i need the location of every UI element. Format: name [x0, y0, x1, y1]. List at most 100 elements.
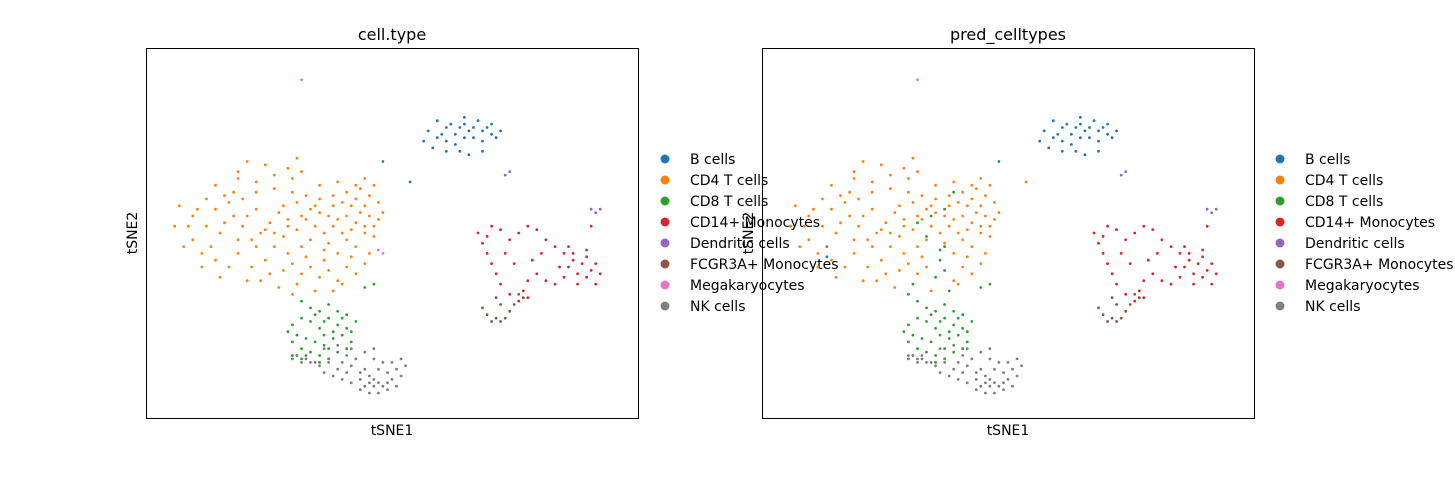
point-nk-cells [961, 354, 965, 357]
point-nk-cells [1015, 357, 1019, 361]
point-cd4-t-cells [272, 231, 276, 235]
point-fcgr3a-monocytes [1106, 320, 1109, 323]
point-nk-cells [1006, 361, 1010, 364]
point-nk-cells [363, 350, 367, 354]
point-cd14-monocytes [1201, 275, 1204, 279]
point-nk-cells [993, 381, 996, 385]
point-cd14-monocytes [1106, 262, 1109, 265]
point-cd4-t-cells [852, 238, 856, 242]
point-cd8-t-cells [916, 221, 919, 225]
point-cd14-monocytes [512, 262, 516, 265]
point-cd4-t-cells [902, 224, 906, 228]
point-cd4-t-cells [843, 265, 847, 269]
point-cd4-t-cells [358, 187, 362, 191]
point-dendritic-cells [1214, 207, 1218, 211]
point-cd8-t-cells [943, 245, 946, 249]
point-cd8-t-cells [304, 337, 308, 340]
point-cd4-t-cells [884, 272, 888, 276]
point-cd4-t-cells [830, 207, 833, 211]
point-nk-cells [345, 371, 349, 374]
point-nk-cells [956, 361, 960, 364]
point-cd4-t-cells [793, 204, 797, 208]
point-cd8-t-cells [916, 347, 919, 351]
point-cd8-t-cells [929, 214, 933, 218]
legend-marker-dendritic-cells [1275, 238, 1285, 248]
point-cd4-t-cells [241, 224, 245, 228]
point-nk-cells [974, 378, 978, 381]
point-nk-cells [395, 384, 398, 388]
point-cd4-t-cells [988, 183, 992, 187]
point-cd4-t-cells [947, 204, 951, 208]
point-cd4-t-cells [368, 252, 371, 255]
legend-marker-cd8-t-cells [660, 196, 670, 206]
point-b-cells [1106, 122, 1109, 126]
point-cd14-monocytes [544, 238, 548, 242]
point-cd14-monocytes [521, 289, 525, 293]
point-cd4-t-cells [861, 214, 865, 218]
point-cd4-t-cells [830, 183, 833, 187]
point-cd8-t-cells [952, 190, 956, 194]
point-cd14-monocytes [567, 265, 570, 269]
point-cd14-monocytes [1124, 292, 1128, 296]
point-nk-cells [381, 384, 385, 388]
point-cd4-t-cells [295, 282, 299, 286]
point-b-cells [1079, 136, 1082, 140]
point-cd8-t-cells [331, 330, 335, 334]
point-cd14-monocytes [1183, 265, 1186, 269]
point-cd8-t-cells [925, 350, 928, 354]
point-nk-cells [377, 381, 380, 385]
point-cd4-t-cells [282, 235, 285, 238]
point-cd4-t-cells [852, 177, 856, 180]
legend: B cells CD4 T cells CD8 T cells CD14+ Monoc… [660, 152, 839, 315]
point-nk-cells [386, 381, 389, 385]
point-cd4-t-cells [254, 207, 258, 211]
point-cd4-t-cells [358, 211, 362, 215]
point-nk-cells [372, 378, 376, 381]
point-cd4-t-cells [200, 265, 204, 269]
point-cd14-monocytes [567, 245, 570, 249]
point-cd8-t-cells [961, 347, 965, 351]
point-nk-cells [920, 354, 924, 357]
point-cd14-monocytes [526, 296, 530, 300]
point-cd4-t-cells [300, 245, 303, 249]
point-cd8-t-cells [956, 333, 960, 337]
point-cd14-monocytes [1133, 231, 1137, 235]
point-cd4-t-cells [988, 224, 992, 228]
point-b-cells [408, 180, 412, 184]
point-cd4-t-cells [313, 289, 317, 293]
panel-cell-type: cell.type tSNE1 tSNE2 B cells CD4 T cells… [125, 25, 839, 439]
point-cd4-t-cells [807, 214, 811, 218]
point-cd4-t-cells [291, 190, 294, 194]
point-cd4-t-cells [925, 265, 928, 269]
point-cd4-t-cells [272, 173, 276, 177]
point-cd4-t-cells [861, 279, 865, 283]
point-cd4-t-cells [929, 204, 933, 208]
point-nk-cells [984, 381, 987, 385]
point-cd8-t-cells [318, 361, 321, 364]
point-cd14-monocytes [553, 282, 557, 286]
point-cd4-t-cells [236, 170, 240, 174]
point-cd14-monocytes [1142, 279, 1146, 283]
point-cd4-t-cells [979, 262, 983, 265]
point-fcgr3a-monocytes [494, 296, 498, 300]
point-cd8-t-cells [313, 340, 317, 344]
point-cd4-t-cells [268, 221, 272, 225]
point-cd14-monocytes [1133, 299, 1137, 303]
point-b-cells [454, 143, 457, 146]
point-cd4-t-cells [857, 197, 860, 201]
point-nk-cells [399, 357, 403, 361]
point-cd14-monocytes [517, 231, 521, 235]
point-dendritic-cells [1119, 173, 1123, 177]
point-cd8-t-cells [336, 309, 340, 313]
point-cd8-t-cells [934, 326, 937, 330]
point-cd4-t-cells [349, 228, 353, 232]
point-cd4-t-cells [938, 231, 942, 235]
legend-marker-fcgr3a-monocytes [660, 259, 670, 269]
point-cd4-t-cells [340, 231, 344, 235]
point-b-cells [444, 149, 448, 153]
point-cd4-t-cells [947, 194, 951, 198]
point-cd4-t-cells [911, 228, 915, 232]
legend-marker-cd4-t-cells [660, 175, 670, 185]
point-cd4-t-cells [934, 197, 937, 201]
point-cd14-monocytes [1178, 275, 1182, 279]
